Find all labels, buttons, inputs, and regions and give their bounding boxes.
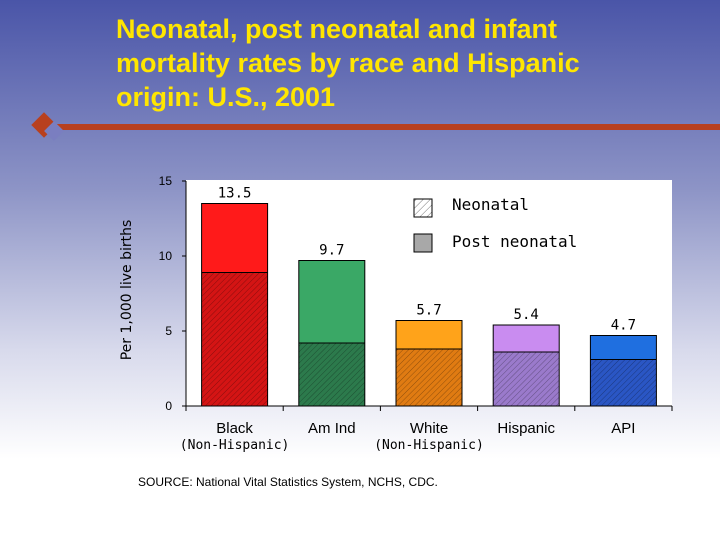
data-label-total: 5.4 <box>514 307 539 323</box>
x-category-label: Hispanic <box>497 420 555 437</box>
legend-label-post-neonatal: Post neonatal <box>452 232 577 251</box>
bar-post-neonatal-am-ind <box>298 260 365 343</box>
data-label-total: 5.7 <box>416 303 441 319</box>
bar-post-neonatal-api <box>590 335 657 360</box>
title-divider <box>52 124 720 130</box>
y-tick-label: 15 <box>159 174 173 188</box>
y-tick-label: 10 <box>159 249 173 263</box>
y-tick-label: 5 <box>165 324 172 338</box>
bar-post-neonatal-white <box>396 320 462 349</box>
legend-label-neonatal: Neonatal <box>452 195 529 214</box>
bar-neonatal-hatch <box>396 349 462 406</box>
bar-post-neonatal-black <box>201 203 268 273</box>
x-category-sublabel: (Non-Hispanic) <box>180 438 290 453</box>
data-label-total: 9.7 <box>319 243 344 259</box>
x-category-sublabel: (Non-Hispanic) <box>374 438 484 453</box>
bar-post-neonatal-hispanic <box>493 325 560 352</box>
data-label-total: 4.7 <box>611 318 636 334</box>
bar-neonatal-hatch <box>201 272 268 406</box>
y-axis-label: Per 1,000 live births <box>119 220 135 361</box>
bar-neonatal-hatch <box>298 343 365 406</box>
chart-title: Neonatal, post neonatal and infant morta… <box>116 14 580 112</box>
bar-neonatal-hatch <box>493 352 560 406</box>
x-category-label: White <box>410 420 448 437</box>
x-category-label: Black <box>216 420 253 437</box>
legend-swatch-neonatal <box>413 198 433 218</box>
data-label-total: 13.5 <box>218 186 252 202</box>
bar-neonatal-hatch <box>590 359 657 406</box>
x-category-label: Am Ind <box>308 420 356 437</box>
x-category-label: API <box>611 420 635 437</box>
source-note: SOURCE: National Vital Statistics System… <box>138 475 438 489</box>
y-tick-label: 0 <box>165 399 172 413</box>
legend-swatch-post-neonatal <box>413 233 433 253</box>
